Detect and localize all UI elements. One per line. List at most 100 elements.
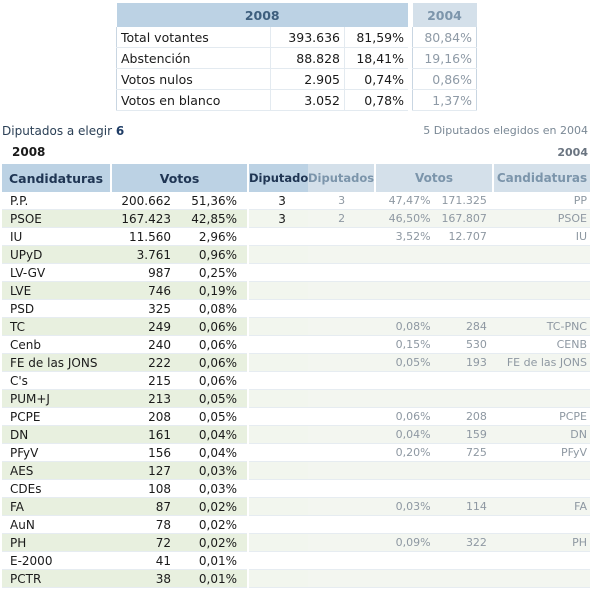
party-pct-2004 [375,551,434,570]
party-pct: 42,85% [174,209,248,228]
party-votes-2004: 530 [433,335,493,354]
party-pct: 2,96% [174,227,248,246]
party-seats [246,443,316,462]
summary-pct-2004: 0,86% [412,68,477,90]
party-name-2004 [492,479,590,498]
party-pct-2004: 0,08% [375,317,434,336]
result-row-2004 [308,281,590,300]
party-seats [246,281,316,300]
party-votes-2004 [433,263,493,282]
party-name: FA [2,497,111,516]
summary-row: Total votantes 393.636 81,59% 80,84% [116,27,477,48]
results-2008-table: Candidaturas Votos Diputados P.P. 200.662… [2,164,316,588]
summary-pct-2004: 19,16% [412,47,477,69]
party-name: E-2000 [2,551,111,570]
year-2004-label: 2004 [557,146,588,159]
deputies-label: Diputados a elegir [2,124,113,138]
party-votes: 72 [111,533,174,552]
party-seats [246,335,316,354]
year-2008-label: 2008 [12,145,46,159]
party-pct-2004: 46,50% [375,209,434,228]
party-name-2004: FA [492,497,590,516]
result-row-2008: IU 11.560 2,96% [2,227,316,246]
summary-count: 3.052 [270,89,345,111]
summary-header-2008: 2008 [116,3,408,27]
party-votes: 108 [111,479,174,498]
summary-pct: 81,59% [344,27,408,48]
header-diputados-2004: Diputados [308,164,376,192]
summary-row: Abstención 88.828 18,41% 19,16% [116,47,477,69]
party-pct-2004: 0,20% [375,443,434,462]
result-row-2008: E-2000 41 0,01% [2,551,316,570]
party-name: PSD [2,299,111,318]
party-votes-2004 [433,299,493,318]
party-votes-2004: 12.707 [433,227,493,246]
party-name: CDEs [2,479,111,498]
result-row-2004 [308,569,590,588]
party-votes: 41 [111,551,174,570]
party-pct-2004: 0,06% [375,407,434,426]
party-name-2004: PH [492,533,590,552]
party-seats-2004 [308,263,376,282]
party-pct-2004: 0,04% [375,425,434,444]
party-votes: 3.761 [111,245,174,264]
result-row-2008: PUM+J 213 0,05% [2,389,316,408]
summary-label: Abstención [116,47,271,69]
party-seats-2004 [308,389,376,408]
party-seats [246,425,316,444]
party-votes-2004: 284 [433,317,493,336]
summary-count: 88.828 [270,47,345,69]
result-row-2004: 0,15% 530 CENB [308,335,590,354]
party-seats [246,299,316,318]
summary-count: 2.905 [270,68,345,90]
party-name: IU [2,227,111,246]
party-name-2004 [492,569,590,588]
result-row-2004 [308,389,590,408]
party-pct-2004 [375,371,434,390]
party-seats: 3 [246,209,316,228]
party-seats [246,263,316,282]
result-row-2004: 0,20% 725 PFyV [308,443,590,462]
result-row-2008: DN 161 0,04% [2,425,316,444]
deputies-count: 6 [115,124,125,138]
party-pct-2004 [375,389,434,408]
party-votes: 208 [111,407,174,426]
party-votes: 746 [111,281,174,300]
result-row-2008: P.P. 200.662 51,36% 3 [2,192,316,210]
party-name: AuN [2,515,111,534]
result-row-2008: FA 87 0,02% [2,497,316,516]
party-pct-2004 [375,299,434,318]
party-seats-2004 [308,515,376,534]
party-seats-2004 [308,335,376,354]
party-name: TC [2,317,111,336]
party-votes: 11.560 [111,227,174,246]
party-pct-2004: 0,15% [375,335,434,354]
party-pct-2004 [375,461,434,480]
result-row-2004: 0,04% 159 DN [308,425,590,444]
deputies-elected-2004: 5 Diputados elegidos en 2004 [423,124,588,137]
header-diputados: Diputados [246,164,316,192]
party-name-2004 [492,263,590,282]
party-pct-2004 [375,281,434,300]
party-pct: 0,01% [174,551,248,570]
party-seats [246,371,316,390]
result-row-2008: PCPE 208 0,05% [2,407,316,426]
party-pct: 51,36% [174,192,248,210]
party-seats [246,569,316,588]
party-pct: 0,06% [174,317,248,336]
party-votes-2004 [433,281,493,300]
party-pct: 0,05% [174,389,248,408]
header-votos: Votos [110,164,248,192]
result-row-2008: UPyD 3.761 0,96% [2,245,316,264]
party-pct-2004 [375,479,434,498]
party-pct-2004: 0,09% [375,533,434,552]
turnout-summary-table: 2008 2004 Total votantes 393.636 81,59% … [116,3,477,111]
party-votes: 127 [111,461,174,480]
party-seats-2004 [308,461,376,480]
result-row-2004: 3 47,47% 171.325 PP [308,192,590,210]
party-seats-2004 [308,407,376,426]
party-pct: 0,03% [174,479,248,498]
result-row-2008: TC 249 0,06% [2,317,316,336]
party-seats-2004 [308,353,376,372]
result-row-2004 [308,371,590,390]
